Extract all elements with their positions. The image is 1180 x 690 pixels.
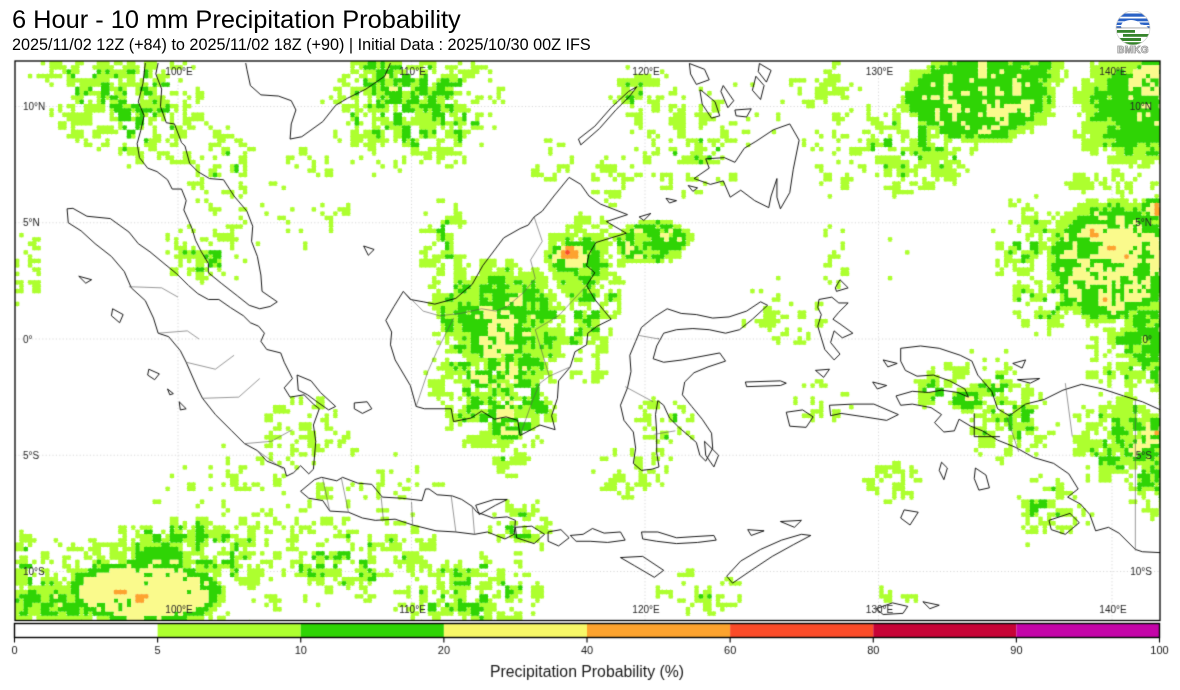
svg-text:BMKG: BMKG bbox=[1117, 45, 1149, 56]
